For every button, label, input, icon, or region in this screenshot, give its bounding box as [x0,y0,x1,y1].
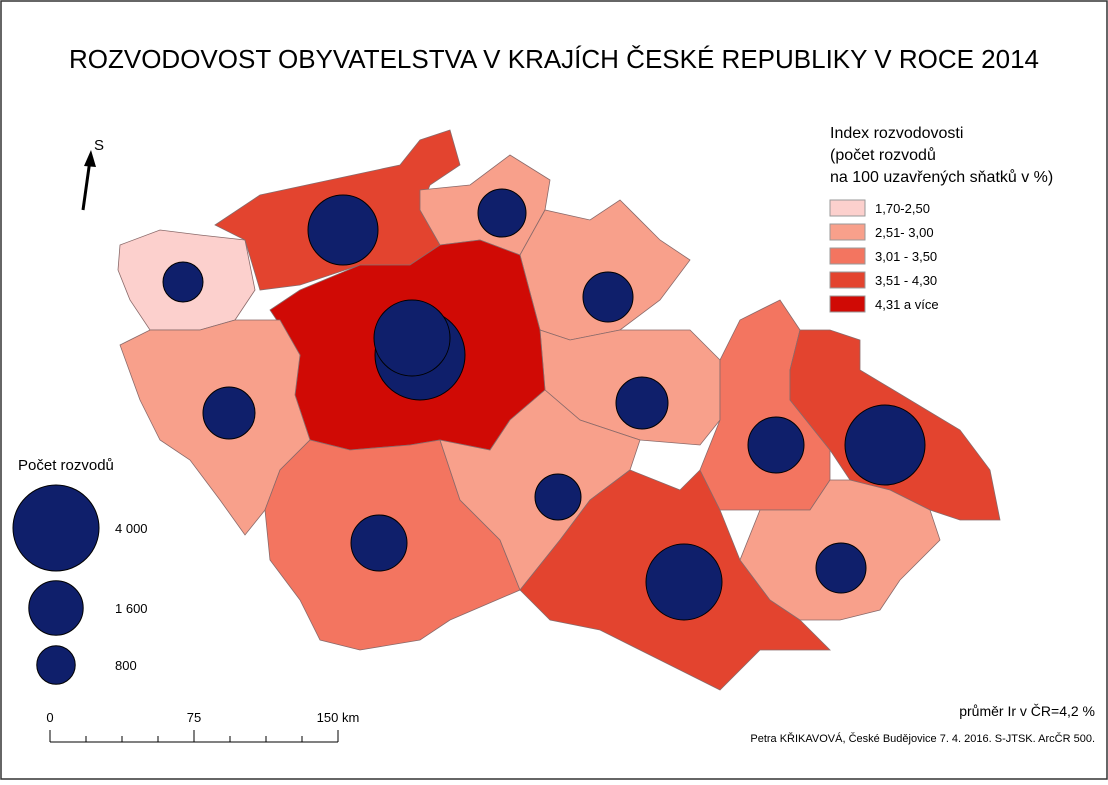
circle [162,261,204,303]
divorce-circles [162,188,926,621]
legend-swatch [829,223,866,241]
circle [844,404,926,486]
size-legend-circle [12,484,100,572]
legend-title: (počet rozvodů [830,146,936,164]
size-legend-label: 800 [115,658,137,673]
legend-swatch [829,271,866,289]
size-legend-label: 4 000 [115,521,148,536]
scale-label: 0 [46,710,53,725]
size-legend-circle [28,580,84,636]
circle [815,542,867,594]
legend-label: 1,70-2,50 [875,201,930,216]
size-legend-circle [36,645,76,685]
circle [582,271,634,323]
circle [350,514,408,572]
scale-label: 150 km [317,710,360,725]
north-label: S [94,137,104,154]
circle [307,194,379,266]
map-title: ROZVODOVOST OBYVATELSTVA V KRAJÍCH ČESKÉ… [69,44,1039,74]
legend-label: 3,51 - 4,30 [875,273,937,288]
north-arrow: S [81,137,104,211]
circle [202,386,256,440]
legend-swatch [829,295,866,313]
size-legend-label: 1 600 [115,601,148,616]
legend-label: 2,51- 3,00 [875,225,934,240]
circle [747,416,805,474]
circle [615,376,669,430]
size-legend-title: Počet rozvodů [18,457,114,474]
circle [534,473,582,521]
circle [373,299,451,377]
legend-swatch [829,199,866,217]
legend-title: Index rozvodovosti [830,125,963,142]
legend-title: na 100 uzavřených sňatků v %) [830,168,1053,186]
circle [645,543,723,621]
legend-swatch [829,247,866,265]
average: průměr Ir v ČR=4,2 % [959,703,1095,719]
arrow-head [84,150,96,167]
circle [477,188,527,238]
legend-label: 4,31 a více [875,297,939,312]
legend-label: 3,01 - 3,50 [875,249,937,264]
credit: Petra KŘIKAVOVÁ, České Budějovice 7. 4. … [750,732,1095,745]
arrow-shaft [81,159,92,211]
scale-label: 75 [187,710,201,725]
